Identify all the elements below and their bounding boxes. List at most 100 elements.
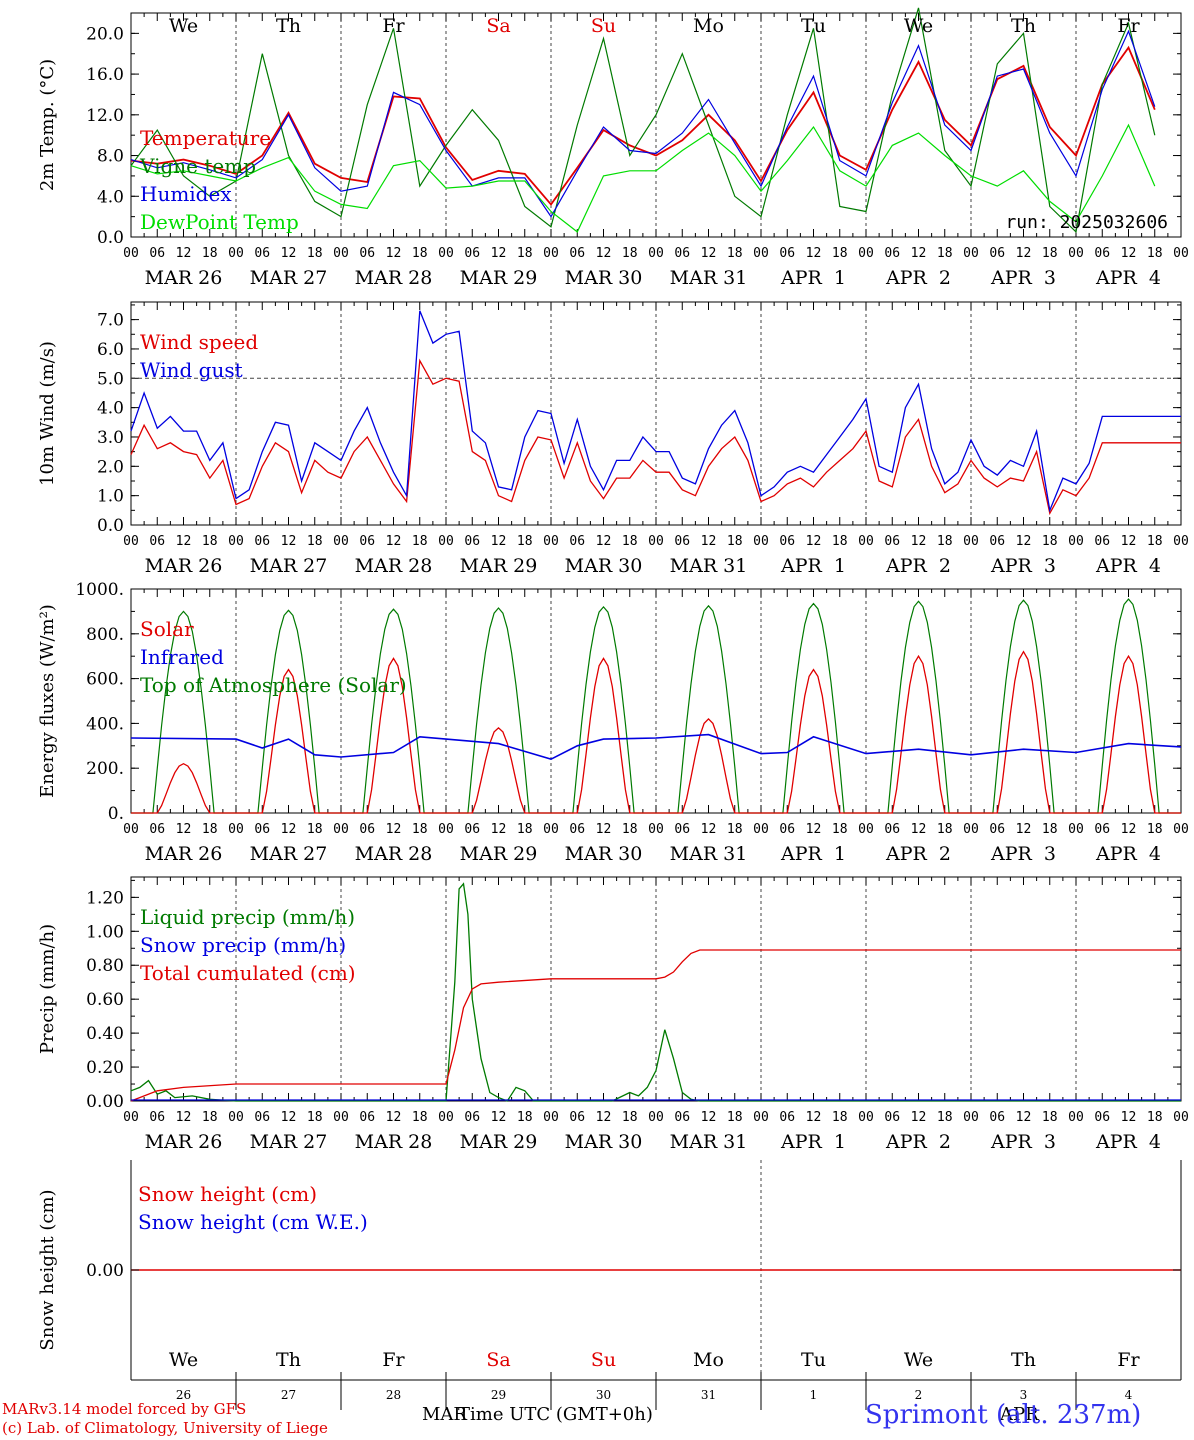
x-hour-label: 00 — [648, 822, 664, 837]
x-hour-label: 18 — [937, 246, 953, 261]
x-hour-label: 00 — [753, 822, 769, 837]
y-tick-label: 4.0 — [97, 399, 124, 419]
x-hour-label: 06 — [884, 246, 900, 261]
x-date-label: MAR 31 — [670, 555, 748, 577]
x-hour-label: 00 — [1068, 534, 1084, 549]
x-hour-label: 06 — [464, 246, 480, 261]
x-hour-label: 18 — [622, 246, 638, 261]
x-date-label: MAR 28 — [355, 843, 433, 865]
day-number-label: 31 — [701, 1388, 716, 1402]
day-name-label: Fr — [382, 1349, 405, 1371]
x-hour-label: 12 — [701, 822, 717, 837]
x-hour-label: 00 — [333, 822, 349, 837]
x-hour-label: 06 — [254, 246, 270, 261]
y-tick-label: 6.0 — [97, 340, 124, 360]
x-hour-label: 00 — [648, 534, 664, 549]
legend-entry: Humidex — [140, 182, 232, 206]
series-line-liquid-precip-mm-h- — [130, 882, 1181, 1102]
x-date-label: APR 2 — [885, 1131, 951, 1153]
legend-entry: Infrared — [140, 645, 224, 669]
x-date-label: APR 1 — [780, 555, 846, 577]
x-hour-label: 00 — [438, 1110, 454, 1125]
y-tick-label: 4.0 — [97, 187, 124, 207]
x-hour-label: 00 — [543, 822, 559, 837]
x-hour-label: 12 — [386, 822, 402, 837]
x-date-label: MAR 31 — [670, 843, 748, 865]
y-tick-label: 600. — [86, 670, 124, 690]
x-axis-month-label: MAR — [422, 1404, 467, 1425]
x-hour-label: 18 — [1042, 534, 1058, 549]
x-hour-label: 00 — [858, 1110, 874, 1125]
x-hour-label: 12 — [1016, 1110, 1032, 1125]
day-name-label: Th — [276, 15, 301, 37]
run-label: run: 2025032606 — [1005, 212, 1168, 233]
day-name-label: Fr — [382, 15, 405, 37]
x-hour-label: 18 — [307, 1110, 323, 1125]
x-date-label: MAR 28 — [355, 267, 433, 289]
x-hour-label: 12 — [1016, 246, 1032, 261]
x-hour-label: 00 — [753, 246, 769, 261]
x-hour-label: 06 — [149, 246, 165, 261]
x-hour-label: 06 — [989, 822, 1005, 837]
x-hour-label: 00 — [123, 534, 139, 549]
y-tick-label: 1.20 — [86, 888, 124, 908]
x-date-label: MAR 30 — [565, 555, 643, 577]
day-number-label: 26 — [176, 1388, 191, 1402]
x-hour-label: 12 — [281, 246, 297, 261]
x-hour-label: 18 — [517, 822, 533, 837]
day-name-label: Th — [1011, 15, 1036, 37]
x-date-label: APR 1 — [780, 267, 846, 289]
x-hour-label: 18 — [1042, 1110, 1058, 1125]
x-date-label: MAR 27 — [250, 267, 328, 289]
legend-entry: Snow precip (mm/h) — [140, 933, 346, 957]
y-tick-label: 2.0 — [97, 457, 124, 477]
x-hour-label: 18 — [1147, 246, 1163, 261]
x-date-label: MAR 27 — [250, 1131, 328, 1153]
x-hour-label: 18 — [727, 246, 743, 261]
day-name-label: Tu — [801, 15, 826, 37]
x-hour-label: 18 — [517, 1110, 533, 1125]
x-hour-label: 18 — [307, 534, 323, 549]
x-hour-label: 18 — [937, 822, 953, 837]
x-axis-month-label-2: APR — [1000, 1404, 1039, 1425]
x-hour-label: 18 — [307, 246, 323, 261]
x-hour-label: 12 — [701, 534, 717, 549]
x-hour-label: 06 — [254, 534, 270, 549]
day-number-label: 30 — [596, 1388, 611, 1402]
x-date-label: APR 1 — [780, 843, 846, 865]
series-line-wind-speed — [130, 358, 1181, 516]
series-line-vigne-temp — [130, 7, 1156, 234]
x-hour-label: 00 — [333, 246, 349, 261]
x-hour-label: 12 — [701, 246, 717, 261]
series-line-temperature — [130, 45, 1156, 206]
day-name-label: Sa — [486, 1349, 510, 1371]
legend-entry: Vigne temp — [139, 154, 256, 178]
x-hour-label: 00 — [438, 246, 454, 261]
y-tick-label: 0.0 — [97, 228, 124, 248]
x-hour-label: 00 — [648, 1110, 664, 1125]
x-hour-label: 06 — [674, 1110, 690, 1125]
series-line-infrared — [130, 733, 1182, 761]
x-date-label: MAR 28 — [355, 555, 433, 577]
legend-entry: Liquid precip (mm/h) — [140, 905, 355, 929]
x-hour-label: 18 — [832, 822, 848, 837]
y-tick-label: 0.60 — [86, 990, 124, 1010]
x-hour-label: 00 — [438, 822, 454, 837]
panel-frame-1 — [130, 12, 1182, 238]
x-hour-label: 06 — [359, 1110, 375, 1125]
y-axis-label: Precip (mm/h) — [37, 924, 58, 1054]
x-date-label: APR 3 — [990, 843, 1056, 865]
panel-frame-3 — [130, 588, 1182, 814]
legend-entry: DewPoint Temp — [140, 210, 299, 234]
y-tick-label: 0.40 — [86, 1024, 124, 1044]
x-hour-label: 06 — [464, 1110, 480, 1125]
x-hour-label: 18 — [727, 822, 743, 837]
x-date-label: MAR 29 — [460, 843, 538, 865]
day-name-label: We — [169, 15, 198, 37]
y-tick-label: 400. — [86, 714, 124, 734]
x-hour-label: 06 — [149, 534, 165, 549]
x-hour-label: 12 — [806, 246, 822, 261]
x-date-label: MAR 28 — [355, 1131, 433, 1153]
x-hour-label: 00 — [963, 1110, 979, 1125]
x-date-label: MAR 30 — [565, 267, 643, 289]
